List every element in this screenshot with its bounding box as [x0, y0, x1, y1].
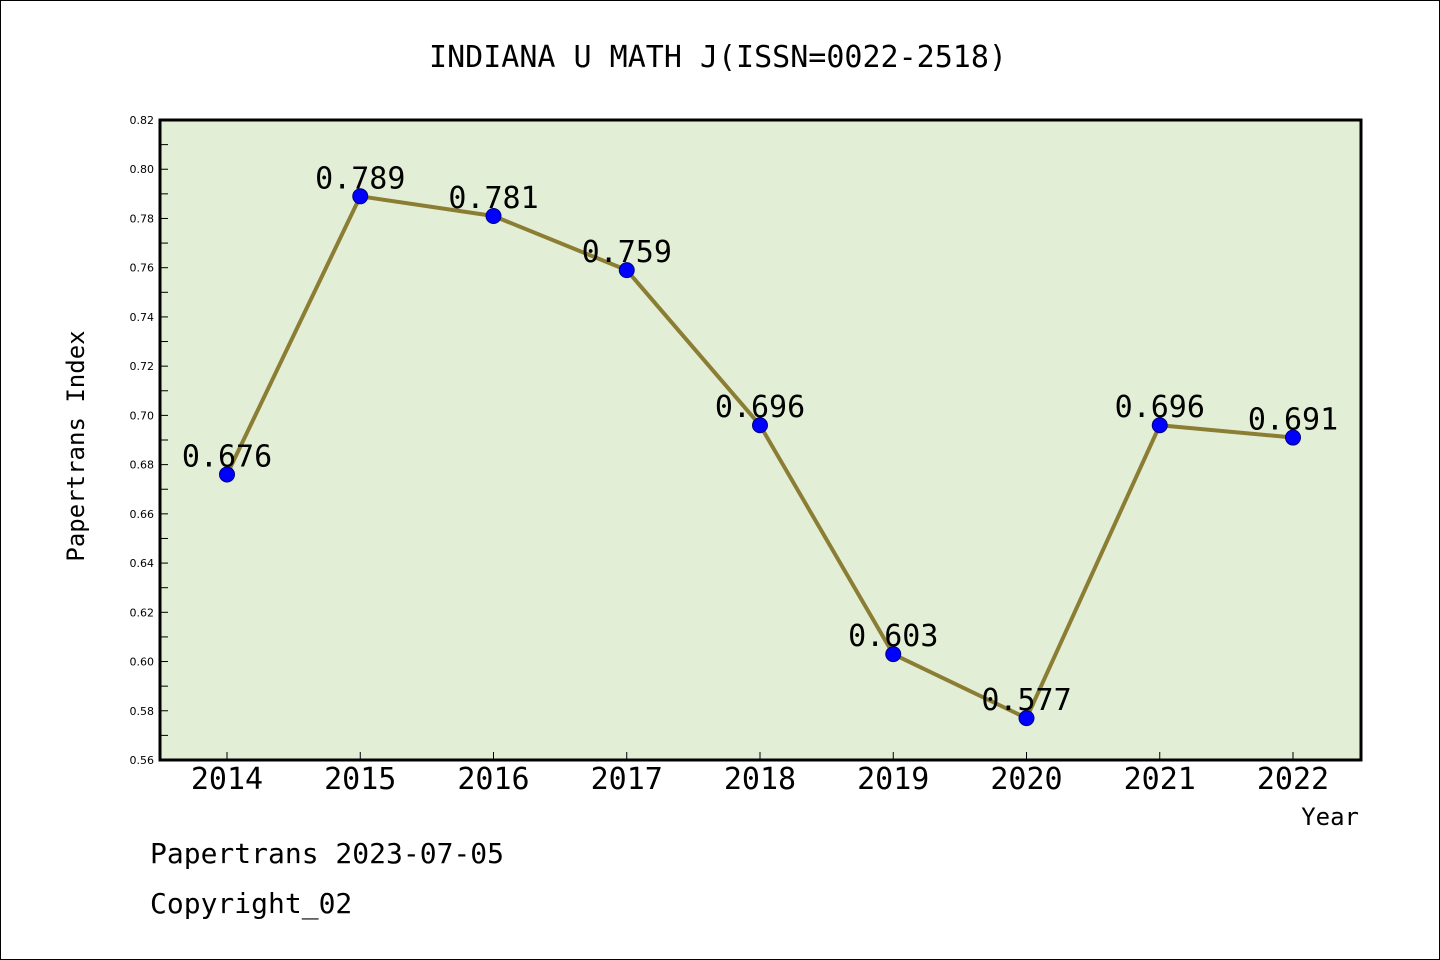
- y-tick-label: 0.58: [130, 705, 155, 718]
- data-point: [1285, 429, 1301, 446]
- x-tick-label: 2016: [457, 762, 529, 797]
- x-tick-label: 2014: [191, 762, 263, 797]
- y-tick-label: 0.78: [130, 212, 155, 225]
- y-tick-label: 0.82: [130, 114, 155, 127]
- data-point: [885, 646, 902, 663]
- data-label: 0.603: [848, 619, 938, 654]
- data-label: 0.759: [582, 235, 672, 270]
- y-axis-title: Papertrans Index: [62, 330, 90, 561]
- footer-copyright: Copyright_02: [150, 887, 352, 921]
- x-tick-label: 2020: [990, 762, 1062, 797]
- data-point: [485, 208, 502, 224]
- y-tick-label: 0.76: [130, 262, 155, 275]
- y-tick-label: 0.64: [130, 557, 155, 570]
- plot-area: [160, 120, 1361, 760]
- data-point: [1018, 710, 1035, 727]
- y-tick-label: 0.66: [130, 508, 155, 521]
- data-point: [1151, 417, 1168, 434]
- y-tick-label: 0.80: [130, 163, 155, 176]
- y-tick-label: 0.74: [130, 311, 155, 324]
- y-tick-label: 0.56: [130, 754, 155, 767]
- data-point: [752, 417, 768, 434]
- x-tick-label: 2015: [324, 762, 396, 797]
- y-tick-label: 0.60: [130, 656, 155, 669]
- y-tick-label: 0.62: [130, 606, 155, 619]
- data-label: 0.781: [448, 181, 538, 216]
- footer-date: Papertrans 2023-07-05: [150, 837, 504, 870]
- data-point: [352, 188, 369, 205]
- data-label: 0.691: [1248, 403, 1338, 438]
- y-tick-label: 0.72: [130, 360, 155, 373]
- x-tick-label: 2019: [857, 762, 929, 797]
- x-tick-label: 2018: [724, 762, 796, 797]
- series-group: 0.676 0.789 0.781 0.759 0.696 0.603 0.577 0.696…: [182, 161, 1338, 727]
- data-label: 0.789: [315, 161, 405, 196]
- y-tick-label: 0.68: [130, 459, 155, 472]
- data-label: 0.696: [715, 390, 805, 425]
- x-tick-label: 2017: [591, 762, 663, 797]
- x-tick-label: 2022: [1257, 762, 1329, 797]
- data-label: 0.577: [981, 683, 1071, 718]
- data-point: [219, 466, 235, 483]
- x-tick-label: 2021: [1124, 762, 1196, 797]
- chart-title: INDIANA U MATH J(ISSN=0022-2518): [429, 40, 1007, 75]
- data-point: [618, 262, 635, 279]
- data-label: 0.696: [1115, 390, 1205, 425]
- x-axis-title: Year: [1301, 803, 1359, 831]
- data-label: 0.676: [182, 439, 272, 474]
- plot-border: [158, 118, 1363, 762]
- x-axis: 2014 2015 2016 2017 2018 2019 2020 2021 2022: [191, 752, 1329, 797]
- y-tick-label: 0.70: [130, 409, 155, 422]
